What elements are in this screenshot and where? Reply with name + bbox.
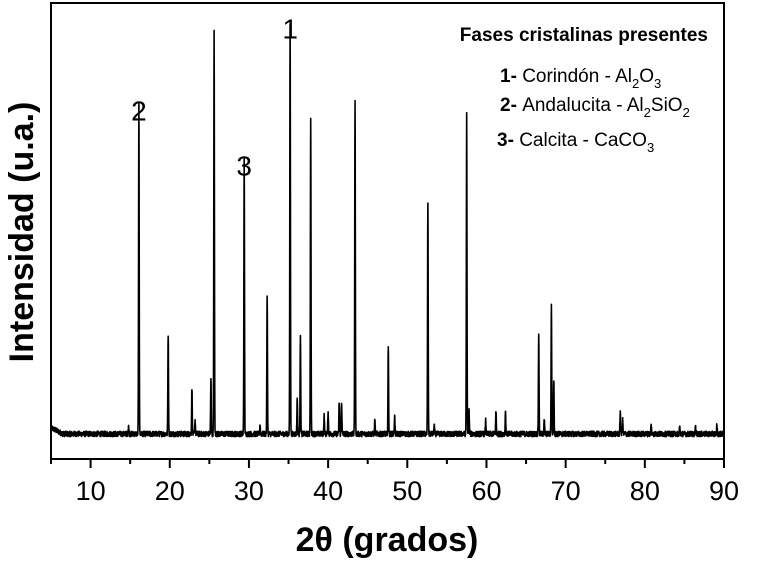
legend-title: Fases cristalinas presentes <box>460 25 708 46</box>
peak-label-2: 2 <box>131 96 147 127</box>
plot-area: 2 3 1 <box>50 14 725 438</box>
x-tick-label: 40 <box>313 476 343 506</box>
y-axis-title: Intensidad (u.a.) <box>3 102 41 363</box>
x-tick-label: 90 <box>709 476 739 506</box>
x-tick-label: 70 <box>551 476 581 506</box>
x-tick-label: 10 <box>76 476 106 506</box>
x-axis: 10 20 30 40 50 60 70 80 90 <box>50 459 739 506</box>
x-tick-label: 20 <box>155 476 185 506</box>
x-tick-label: 30 <box>234 476 264 506</box>
peak-label-3: 3 <box>236 150 252 181</box>
legend-entry-3: 3- Calcita - CaCO3 <box>497 130 654 155</box>
plot-frame <box>50 2 725 460</box>
legend-entry-1: 1- Corindón - Al2O3 <box>500 66 661 91</box>
x-tick-label: 80 <box>630 476 660 506</box>
legend-entries: 1- Corindón - Al2O3 2- Andalucita - Al2Si… <box>497 66 690 155</box>
x-tick-label: 60 <box>471 476 501 506</box>
peak-annotations: 2 3 1 <box>131 14 298 182</box>
diffraction-pattern-line <box>50 24 725 438</box>
legend: Fases cristalinas presentes 1- Corindón … <box>460 25 708 155</box>
peak-label-1: 1 <box>282 14 298 45</box>
legend-entry-2: 2- Andalucita - Al2SiO2 <box>500 95 690 120</box>
x-axis-title: 2θ (grados) <box>296 521 479 559</box>
x-tick-label: 50 <box>392 476 422 506</box>
